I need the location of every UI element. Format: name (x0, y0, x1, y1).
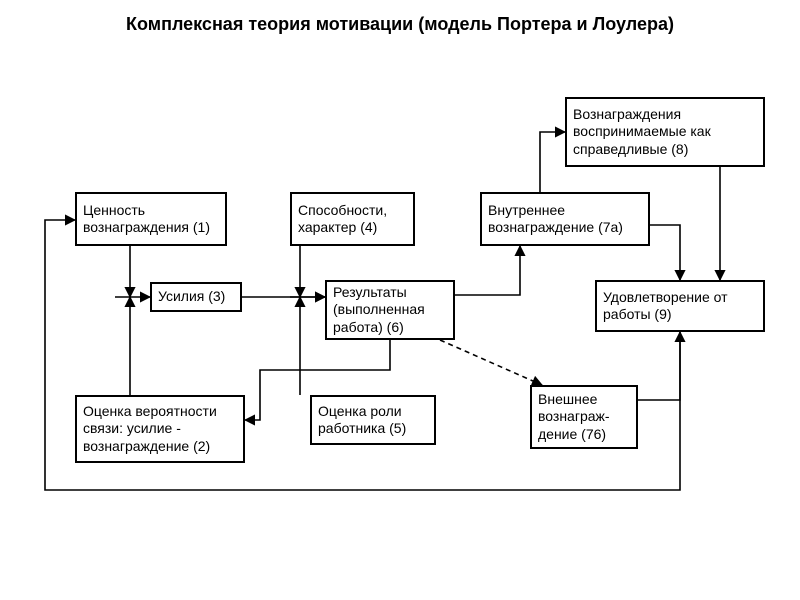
edge-e7b-9 (638, 332, 680, 400)
edge-e6-7b (440, 340, 542, 385)
node-label: Оценка роли работника (5) (318, 403, 406, 438)
node-label: Результаты (выполненная работа) (6) (333, 284, 425, 337)
node-n8: Вознаграждения воспринимаемые как справе… (565, 97, 765, 167)
edge-e6-7a (455, 246, 520, 295)
node-label: Удовлетворение от работы (9) (603, 289, 728, 324)
node-n2: Оценка вероятности связи: усилие - возна… (75, 395, 245, 463)
node-n4: Способности, характер (4) (290, 192, 415, 246)
node-label: Ценность вознаграждения (1) (83, 202, 210, 237)
node-n1: Ценность вознаграждения (1) (75, 192, 227, 246)
node-label: Оценка вероятности связи: усилие - возна… (83, 403, 217, 456)
diagram-canvas: Комплексная теория мотивации (модель Пор… (0, 0, 800, 600)
node-n7a: Внутреннее вознаграждение (7а) (480, 192, 650, 246)
node-n3: Усилия (3) (150, 282, 242, 312)
node-label: Усилия (3) (158, 288, 225, 306)
node-label: Внешнее вознаграж- дение (76) (538, 391, 610, 444)
diagram-title: Комплексная теория мотивации (модель Пор… (0, 14, 800, 35)
node-label: Способности, характер (4) (298, 202, 387, 237)
node-n5: Оценка роли работника (5) (310, 395, 436, 445)
node-n9: Удовлетворение от работы (9) (595, 280, 765, 332)
node-label: Вознаграждения воспринимаемые как справе… (573, 106, 711, 159)
edge-e7a-8 (540, 132, 565, 192)
node-n6: Результаты (выполненная работа) (6) (325, 280, 455, 340)
edge-e7a-9 (650, 225, 680, 280)
node-n7b: Внешнее вознаграж- дение (76) (530, 385, 638, 449)
node-label: Внутреннее вознаграждение (7а) (488, 202, 623, 237)
